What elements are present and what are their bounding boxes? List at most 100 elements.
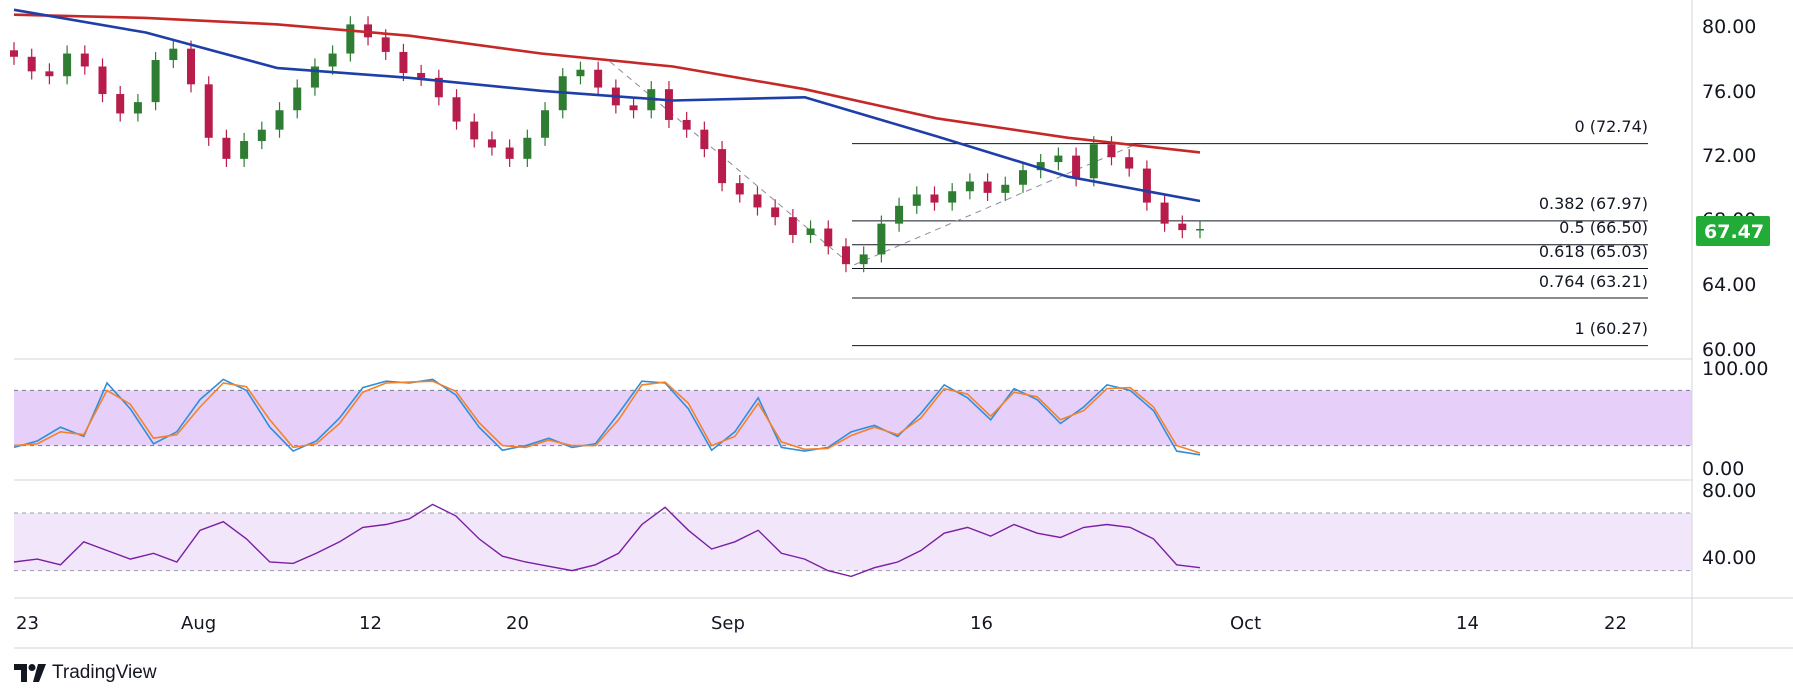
candle [222, 129, 231, 167]
x-tick-16: 16 [970, 613, 993, 634]
rsi-line [13, 503, 1201, 578]
candle [983, 173, 992, 201]
candle-body [629, 105, 638, 111]
candle [27, 48, 36, 80]
brand[interactable]: TradingView [14, 658, 157, 688]
candle [240, 132, 249, 167]
candle-body [293, 87, 302, 111]
candle [452, 89, 461, 130]
candle-body [576, 69, 585, 77]
x-tick-sep: Sep [711, 613, 745, 634]
x-tick-12: 12 [359, 613, 382, 634]
candle-body [682, 119, 691, 130]
candle-body [133, 102, 142, 114]
candle [1089, 136, 1098, 187]
fib-label-0382: 0.382 (67.97) [1539, 194, 1648, 213]
candle-body [1160, 202, 1169, 224]
candle-body [487, 139, 496, 148]
candle-body [27, 56, 36, 72]
candle-body [470, 121, 479, 140]
candle [169, 40, 178, 69]
candle [806, 220, 815, 244]
rsi-band-fill [14, 513, 1692, 571]
candle [133, 94, 142, 122]
candle [948, 183, 957, 211]
candle-body [877, 223, 886, 255]
candle [346, 16, 355, 62]
candle-body [10, 50, 18, 57]
candle-body [735, 183, 744, 195]
stoch-tick-100: 100.00 [1702, 358, 1768, 380]
candle [771, 199, 780, 226]
candle-body [80, 53, 89, 67]
tradingview-logo-icon [14, 664, 46, 682]
candle [594, 61, 603, 96]
candle-body [1125, 157, 1134, 169]
fib-label-05: 0.5 (66.50) [1559, 218, 1648, 237]
candle-body [63, 53, 72, 77]
ma-200-line [13, 13, 1201, 154]
candle [45, 63, 54, 85]
candle-body [965, 181, 974, 192]
fib-label-0618: 0.618 (65.03) [1539, 242, 1648, 261]
candle-body [381, 37, 390, 52]
candle [505, 139, 514, 167]
candle-body [1089, 144, 1098, 179]
candle [788, 209, 797, 244]
rsi-band [14, 512, 1692, 572]
x-tick-20: 20 [506, 613, 529, 634]
candle-body [1018, 170, 1027, 185]
candle-body [310, 66, 319, 88]
ma-100-line [13, 8, 1201, 203]
fibonacci-retracement[interactable] [852, 143, 1648, 347]
stoch-tick-0: 0.00 [1702, 458, 1744, 480]
candle [187, 40, 196, 93]
candle-body [346, 24, 355, 54]
candle-body [257, 129, 266, 142]
candle [470, 113, 479, 148]
candle-body [434, 77, 443, 98]
candle [204, 76, 213, 146]
rsi-tick-80: 80.00 [1702, 480, 1756, 502]
candle-body [98, 66, 107, 95]
candle-body [824, 228, 833, 247]
candle [1142, 160, 1151, 211]
candle [1125, 149, 1134, 177]
candle [841, 238, 850, 273]
brand-name: TradingView [52, 662, 157, 683]
candle-body [523, 137, 532, 159]
candle-body [930, 194, 939, 203]
fib-label-0764: 0.764 (63.21) [1539, 272, 1648, 291]
candle-body [328, 53, 337, 67]
candle [1160, 194, 1169, 232]
candle [718, 141, 727, 192]
candle-body [187, 48, 196, 85]
candle-body [912, 194, 921, 206]
candle [523, 129, 532, 167]
current-price-label: 67.47 [1704, 221, 1764, 243]
y-tick-64: 64.00 [1702, 274, 1756, 296]
candle-body [505, 147, 514, 159]
candle-body [541, 110, 550, 138]
candle [1072, 147, 1081, 187]
candle [895, 197, 904, 232]
trend-line [609, 61, 1137, 267]
candle [399, 43, 408, 82]
candle [629, 97, 638, 119]
y-tick-60: 60.00 [1702, 339, 1756, 361]
candle-body [983, 181, 992, 193]
dashed-trend-lines[interactable] [609, 61, 1137, 267]
x-tick-aug: Aug [181, 613, 216, 634]
candle [98, 58, 107, 103]
y-tick-80: 80.00 [1702, 16, 1756, 38]
candlestick-series [10, 16, 1204, 273]
candle [877, 215, 886, 263]
fib-label-0: 0 (72.74) [1574, 117, 1648, 136]
candle [912, 186, 921, 214]
candle-body [151, 60, 160, 103]
candle-body [452, 97, 461, 122]
candle [1107, 136, 1116, 166]
candle-body [700, 129, 709, 150]
candle-body [169, 48, 178, 61]
